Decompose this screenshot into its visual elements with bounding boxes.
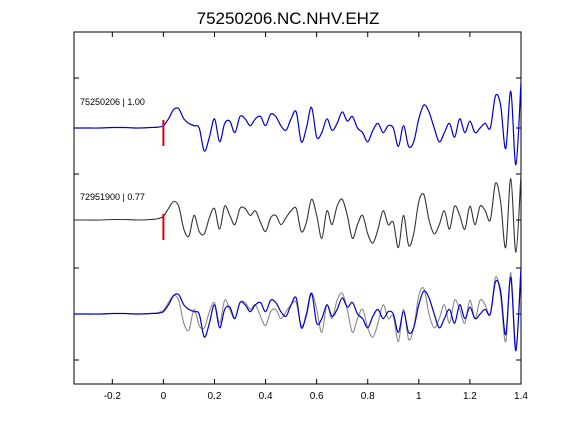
waveform-traces (73, 81, 522, 352)
overlay-trace-75250206 (74, 267, 522, 352)
trace-labels: 75250206 | 1.00 72951900 | 0.77 (80, 97, 145, 202)
x-tick-label: -0.2 (104, 391, 122, 402)
x-tick-label: 0.4 (259, 391, 273, 402)
x-tick-label: 1.4 (514, 391, 528, 402)
x-tick-label: 0.8 (361, 391, 375, 402)
plot-area (73, 31, 522, 385)
x-tick-label: 0 (161, 391, 167, 402)
x-tick-label: 1.2 (463, 391, 477, 402)
x-tick-label: 0.6 (310, 391, 324, 402)
x-axis-ticks: -0.2 0 0.2 0.4 0.6 0.8 1 1.2 1.4 (104, 32, 528, 402)
x-tick-label: 1 (416, 391, 422, 402)
trace-label-72951900: 72951900 | 0.77 (80, 192, 145, 202)
x-tick-label: 0.2 (208, 391, 222, 402)
overlay-trace-72951900 (74, 267, 522, 347)
trace-72951900 (74, 173, 522, 253)
trace-75250206 (73, 81, 522, 166)
trace-label-75250206: 75250206 | 1.00 (80, 97, 145, 107)
chart-title: 75250206.NC.NHV.EHZ (197, 9, 380, 28)
